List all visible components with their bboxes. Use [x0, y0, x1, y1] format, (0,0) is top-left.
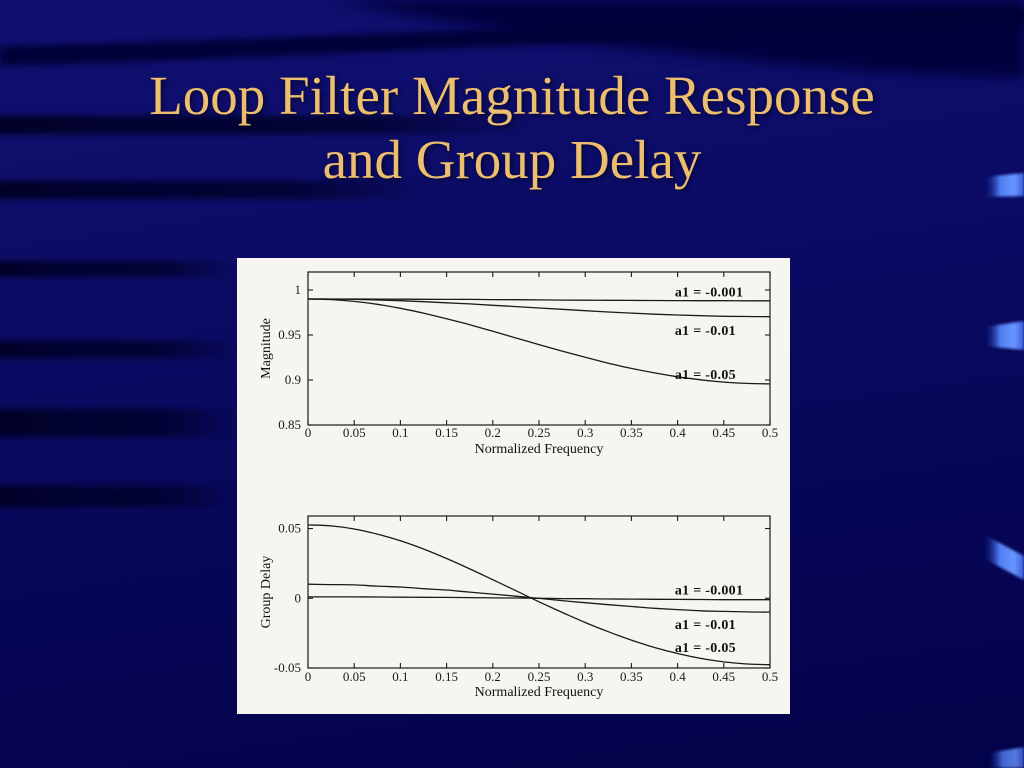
curve-annotation: a1 = -0.05 [675, 641, 736, 656]
y-tick-label: 1 [295, 282, 302, 297]
series-curve [308, 298, 770, 302]
x-tick-label: 0 [305, 425, 312, 440]
x-tick-label: 0.2 [485, 425, 501, 440]
slide-title: Loop Filter Magnitude Response and Group… [0, 64, 1024, 192]
x-tick-label: 0.3 [577, 669, 593, 684]
x-tick-label: 0.05 [343, 425, 366, 440]
curve-annotation: a1 = -0.001 [675, 286, 743, 301]
x-axis-label: Normalized Frequency [475, 442, 604, 457]
x-tick-label: 0.25 [528, 425, 551, 440]
x-tick-label: 0 [305, 669, 312, 684]
curve-annotation: a1 = -0.05 [675, 368, 736, 383]
x-tick-label: 0.2 [485, 669, 501, 684]
top-swoosh [0, 0, 1024, 78]
x-tick-label: 0.4 [669, 669, 686, 684]
group-delay-chart: 0 0.05 0.1 0.15 0.2 0.25 0.3 0.35 0.4 0.45 0.5 -0.0… [259, 515, 778, 700]
x-tick-label: 0.35 [620, 669, 643, 684]
y-tick-label: 0.05 [278, 521, 301, 536]
x-tick-label: 0.4 [669, 425, 686, 440]
y-tick-label: -0.05 [274, 660, 301, 675]
x-tick-label: 0.15 [435, 425, 458, 440]
x-tick-label: 0.05 [343, 669, 366, 684]
x-tick-label: 0.25 [528, 669, 551, 684]
series-curve [307, 583, 771, 613]
y-tick-label: 0 [295, 590, 302, 605]
x-tick-label: 0.1 [392, 669, 408, 684]
curve-annotation: a1 = -0.001 [675, 583, 743, 598]
x-tick-label: 0.3 [577, 425, 593, 440]
x-tick-label: 0.35 [620, 425, 643, 440]
x-tick-label: 0.1 [392, 425, 408, 440]
magnitude-chart: 0 0.05 0.1 0.15 0.2 0.25 0.3 0.35 0.4 0.45 0.5 0.85… [259, 271, 778, 457]
charts-canvas: 0 0.05 0.1 0.15 0.2 0.25 0.3 0.35 0.4 0.45 0.5 0.85… [259, 271, 778, 700]
curve-annotation: a1 = -0.01 [675, 324, 736, 339]
right-blue-ribbons [983, 173, 1024, 768]
x-tick-label: 0.15 [435, 669, 458, 684]
x-tick-label: 0.5 [762, 669, 778, 684]
curve-annotation: a1 = -0.01 [675, 618, 736, 633]
slide-title-line1: Loop Filter Magnitude Response [149, 65, 875, 126]
series-curve [307, 298, 771, 385]
y-axis-label: Group Delay [259, 556, 274, 629]
x-tick-label: 0.45 [712, 425, 735, 440]
slide-title-line2: and Group Delay [322, 128, 702, 190]
x-tick-label: 0.5 [762, 425, 778, 440]
y-axis-label: Magnitude [259, 318, 274, 379]
left-dark-bands [0, 116, 532, 507]
y-tick-label: 0.9 [285, 372, 301, 387]
x-axis-label: Normalized Frequency [475, 685, 604, 700]
series-curve [307, 298, 771, 318]
x-tick-label: 0.45 [712, 669, 735, 684]
y-tick-label: 0.85 [278, 417, 301, 432]
series-curve [307, 524, 771, 666]
figure-image: 0 0.05 0.1 0.15 0.2 0.25 0.3 0.35 0.4 0.45 0.5 0.85… [237, 258, 790, 714]
y-tick-label: 0.95 [278, 327, 301, 342]
